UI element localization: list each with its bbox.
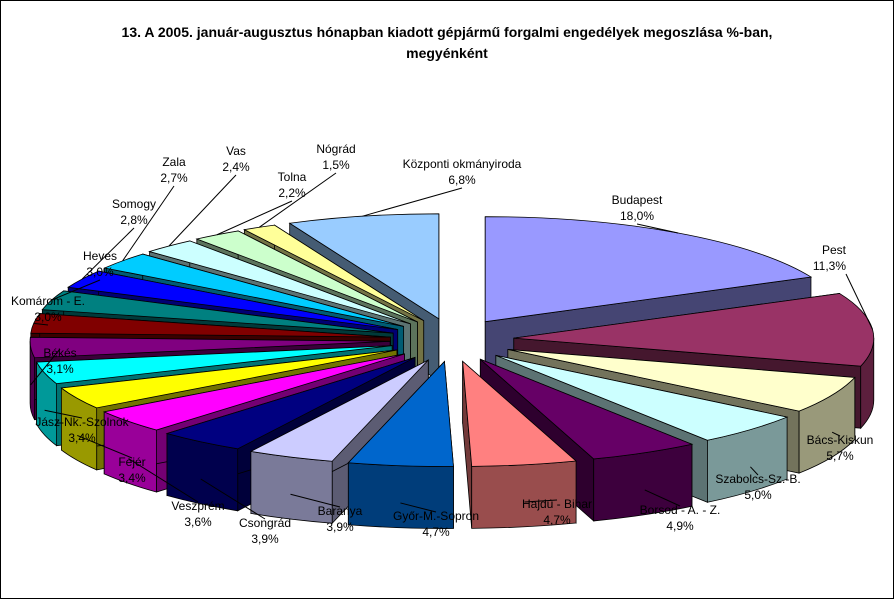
- pie-slice-j-sz-nk-szolnok: [35, 345, 393, 385]
- pie-slice-fej-r: [60, 349, 398, 409]
- leader-line-baranya: [290, 493, 341, 508]
- slice-label-name-n-gr-d: Nógrád: [316, 142, 355, 156]
- leader-line-k-zponti-okm-nyiroda: [362, 187, 463, 217]
- slice-label-value-b-k-s: 3,1%: [46, 362, 74, 376]
- leader-line-tolna: [216, 200, 293, 236]
- slice-label-name-pest: Pest: [822, 243, 847, 257]
- leader-line-szabolcs-sz-b: [750, 466, 759, 476]
- leader-lines: [30, 172, 873, 520]
- slice-label-value-fej-r: 3,4%: [118, 471, 146, 485]
- slice-label-value-heves: 3,0%: [86, 265, 114, 279]
- slice-label-name-somogy: Somogy: [112, 197, 156, 211]
- slice-label-name-vas: Vas: [226, 144, 246, 158]
- slice-label-name-borsod-a-z: Borsod - A. - Z.: [640, 503, 721, 517]
- chart-title-line1: 13. A 2005. január-augusztus hónapban ki…: [122, 24, 773, 40]
- slice-label-value-pest: 11,3%: [813, 259, 846, 273]
- leader-line-budapest: [636, 223, 679, 234]
- leader-line-j-sz-nk-szolnok: [44, 409, 83, 419]
- leader-line-veszpr-m: [128, 458, 199, 503]
- slice-label-value-baranya: 3,9%: [326, 520, 354, 534]
- slice-label-value-hajd-bihar: 4,7%: [543, 513, 571, 527]
- chart-title-line2: megyénként: [406, 45, 488, 61]
- slice-label-value-kom-rom-e: 3,0%: [34, 310, 62, 324]
- slice-label-value-budapest: 18,0%: [620, 209, 654, 223]
- slice-labels: Budapest 18,0% Pest 11,3% Bács-Kiskun 5,7% Sza…: [11, 142, 873, 546]
- slice-label-value-csongr-d: 3,9%: [251, 532, 279, 546]
- leader-line-gy-r-m-sopron: [400, 502, 437, 513]
- leader-line-csongr-d: [200, 478, 266, 520]
- slice-label-value-n-gr-d: 1,5%: [322, 158, 350, 172]
- slice-label-name-szabolcs-sz-b: Szabolcs-Sz.-B.: [715, 472, 800, 486]
- slice-label-name-budapest: Budapest: [612, 193, 663, 207]
- slice-label-name-csongr-d: Csongrád: [239, 516, 291, 530]
- pie-slice-gy-r-m-sopron: [347, 360, 454, 467]
- slice-label-value-somogy: 2,8%: [120, 213, 148, 227]
- pie-top-layer: [29, 213, 875, 467]
- slice-label-value-tolna: 2,2%: [278, 186, 306, 200]
- leader-line-b-cs-kiskun: [831, 431, 841, 437]
- slice-label-name-hajd-bihar: Hajdú - Bihar: [522, 497, 592, 511]
- pie-slice-tolna: [195, 230, 418, 323]
- pie-slice-b-cs-kiskun: [507, 349, 856, 412]
- leader-line-borsod-a-z: [644, 489, 681, 507]
- slice-label-value-vas: 2,4%: [222, 160, 250, 174]
- slice-label-name-gy-r-m-sopron: Győr-M.-Sopron: [393, 509, 479, 523]
- slice-label-name-b-cs-kiskun: Bács-Kiskun: [807, 433, 874, 447]
- leader-line-somogy: [81, 227, 135, 280]
- slice-label-name-b-k-s: Békés: [43, 346, 76, 360]
- slice-label-name-veszpr-m: Veszprém: [171, 499, 224, 513]
- slice-label-value-gy-r-m-sopron: 4,7%: [422, 525, 450, 539]
- slice-label-name-kom-rom-e: Komárom - E.: [11, 294, 85, 308]
- pie-slice-baranya: [249, 359, 429, 462]
- leader-line-fej-r: [77, 434, 133, 459]
- leader-line-heves: [51, 279, 101, 301]
- leader-line-kom-rom-e: [33, 322, 49, 326]
- slice-label-value-k-zponti-okm-nyiroda: 6,8%: [448, 173, 476, 187]
- slice-label-name-tolna: Tolna: [278, 170, 307, 184]
- slice-label-name-k-zponti-okm-nyiroda: Központi okmányiroda: [403, 157, 522, 171]
- slice-label-name-j-sz-nk-szolnok: Jász-Nk.-Szolnok: [35, 415, 129, 429]
- slice-label-value-veszpr-m: 3,6%: [184, 515, 212, 529]
- pie-slice-b-k-s: [29, 336, 391, 359]
- pie-slice-borsod-a-z: [480, 358, 694, 460]
- slice-label-value-szabolcs-sz-b: 5,0%: [744, 488, 772, 502]
- leader-line-hajd-bihar: [524, 499, 558, 503]
- slice-label-value-zala: 2,7%: [160, 171, 188, 185]
- pie-slice-csongr-d: [165, 357, 416, 450]
- leader-line-n-gr-d: [258, 172, 337, 228]
- slice-label-name-baranya: Baranya: [318, 504, 363, 518]
- leader-line-vas: [168, 174, 237, 247]
- leader-line-b-k-s: [30, 348, 61, 386]
- slice-label-value-borsod-a-z: 4,9%: [666, 519, 694, 533]
- slice-label-name-fej-r: Fejér: [118, 455, 145, 469]
- leader-line-pest: [845, 273, 873, 330]
- pie-slice-hajd-bihar: [462, 360, 578, 467]
- slice-label-name-heves: Heves: [83, 249, 117, 263]
- slice-label-name-zala: Zala: [162, 155, 186, 169]
- leader-line-zala: [122, 185, 175, 262]
- slice-label-value-b-cs-kiskun: 5,7%: [826, 449, 854, 463]
- pie-slice-szabolcs-sz-b: [495, 354, 789, 441]
- pie-slice-veszpr-m: [102, 353, 405, 431]
- slice-label-value-j-sz-nk-szolnok: 3,4%: [68, 431, 96, 445]
- pie-slice-vas: [148, 240, 411, 325]
